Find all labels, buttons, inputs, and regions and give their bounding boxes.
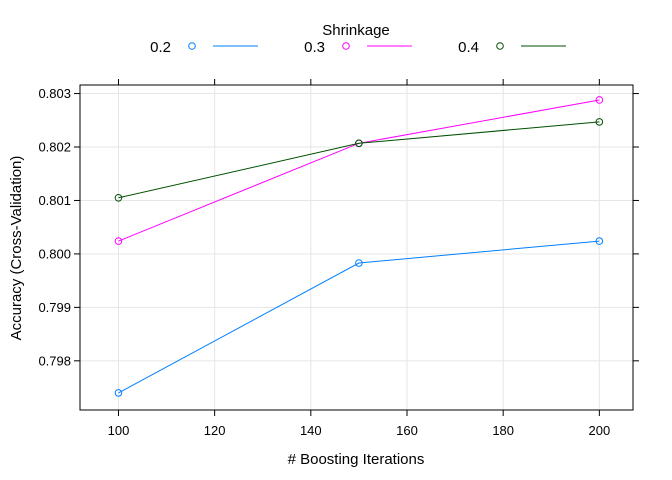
- data-point: [114, 237, 123, 245]
- series-line-0.3: [118, 99, 600, 242]
- series-line-0.2: [118, 240, 600, 394]
- y-tick-label: 0.803: [38, 86, 71, 101]
- data-point: [114, 389, 123, 397]
- axis-ticks: 100 120 140 160 180 200 0.798 0.799 0.800 0.801 0.…: [38, 79, 639, 438]
- legend-title: Shrinkage: [322, 22, 390, 39]
- x-tick-label: 180: [492, 423, 514, 438]
- legend-marker: [188, 42, 196, 50]
- x-tick-label: 160: [396, 423, 418, 438]
- legend-marker: [342, 42, 350, 50]
- legend-label: 0.2: [150, 39, 171, 56]
- data-point: [595, 237, 604, 245]
- legend: Shrinkage 0.2 0.3 0.4: [150, 22, 566, 56]
- data-point: [114, 193, 123, 202]
- grid-lines: [80, 85, 633, 410]
- y-tick-label: 0.798: [38, 353, 71, 368]
- x-tick-label: 100: [108, 423, 130, 438]
- x-axis-title: # Boosting Iterations: [288, 451, 425, 468]
- y-tick-label: 0.800: [38, 246, 71, 261]
- x-tick-label: 120: [204, 423, 226, 438]
- y-tick-label: 0.799: [38, 300, 71, 315]
- x-tick-label: 200: [588, 423, 610, 438]
- data-point: [355, 259, 363, 267]
- x-tick-label: 140: [300, 423, 322, 438]
- data-point: [595, 118, 604, 126]
- y-tick-label: 0.801: [38, 193, 71, 208]
- legend-label: 0.4: [458, 39, 479, 56]
- y-tick-label: 0.802: [38, 140, 71, 155]
- plot-frame: [79, 84, 634, 411]
- data-point: [595, 96, 604, 104]
- y-axis-title: Accuracy (Cross-Validation): [8, 156, 25, 341]
- legend-label: 0.3: [304, 39, 325, 56]
- series-line-0.4: [118, 121, 600, 199]
- legend-marker: [496, 42, 504, 50]
- data-point: [355, 139, 363, 148]
- series-lines: [114, 96, 604, 397]
